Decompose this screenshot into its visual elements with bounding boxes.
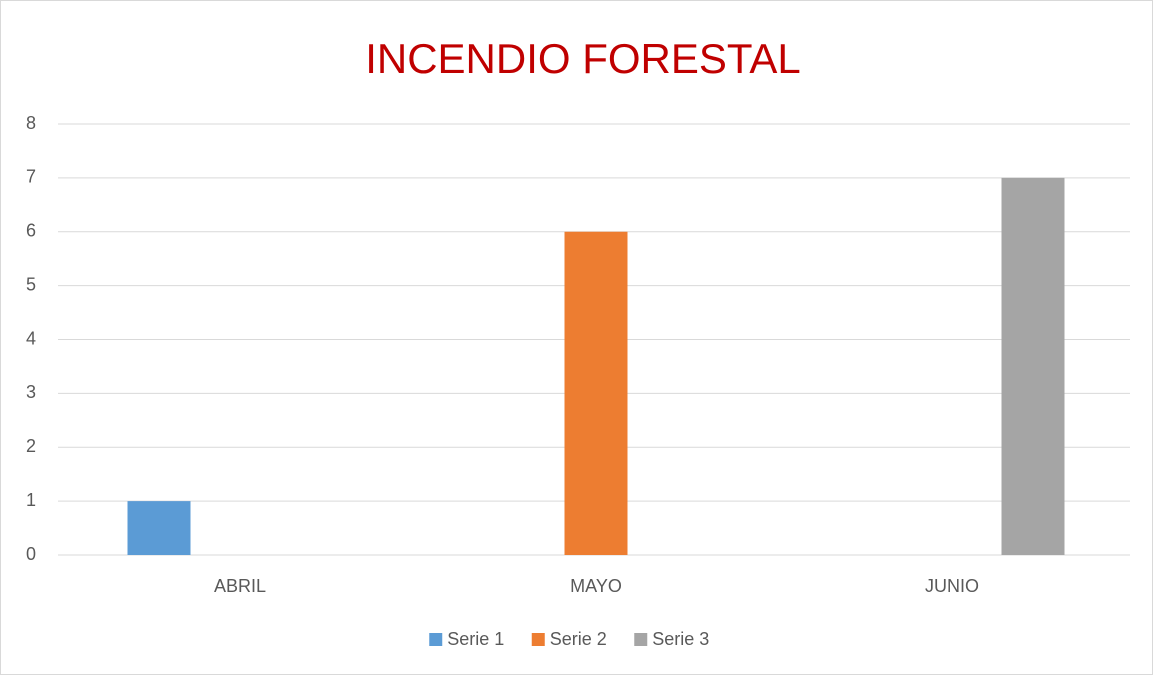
- bar: [127, 501, 191, 555]
- y-tick-label: 4: [26, 328, 36, 348]
- bar: [1001, 177, 1065, 555]
- y-tick-label: 2: [26, 436, 36, 456]
- x-tick-label: ABRIL: [214, 576, 266, 596]
- y-tick-label: 5: [26, 274, 36, 294]
- y-tick-label: 7: [26, 167, 36, 187]
- y-tick-label: 1: [26, 490, 36, 510]
- legend-swatch: [531, 633, 545, 646]
- x-tick-label: JUNIO: [925, 576, 979, 596]
- chart-title: INCENDIO FORESTAL: [365, 35, 801, 82]
- legend-swatch: [634, 633, 648, 646]
- legend-label: Serie 2: [550, 629, 607, 649]
- y-tick-label: 6: [26, 221, 36, 241]
- legend-swatch: [429, 633, 443, 646]
- legend-label: Serie 1: [447, 629, 504, 649]
- legend-label: Serie 3: [652, 629, 709, 649]
- y-tick-label: 0: [26, 544, 36, 564]
- bar: [564, 231, 628, 555]
- y-tick-label: 3: [26, 382, 36, 402]
- y-tick-label: 8: [26, 113, 36, 133]
- x-tick-label: MAYO: [570, 576, 622, 596]
